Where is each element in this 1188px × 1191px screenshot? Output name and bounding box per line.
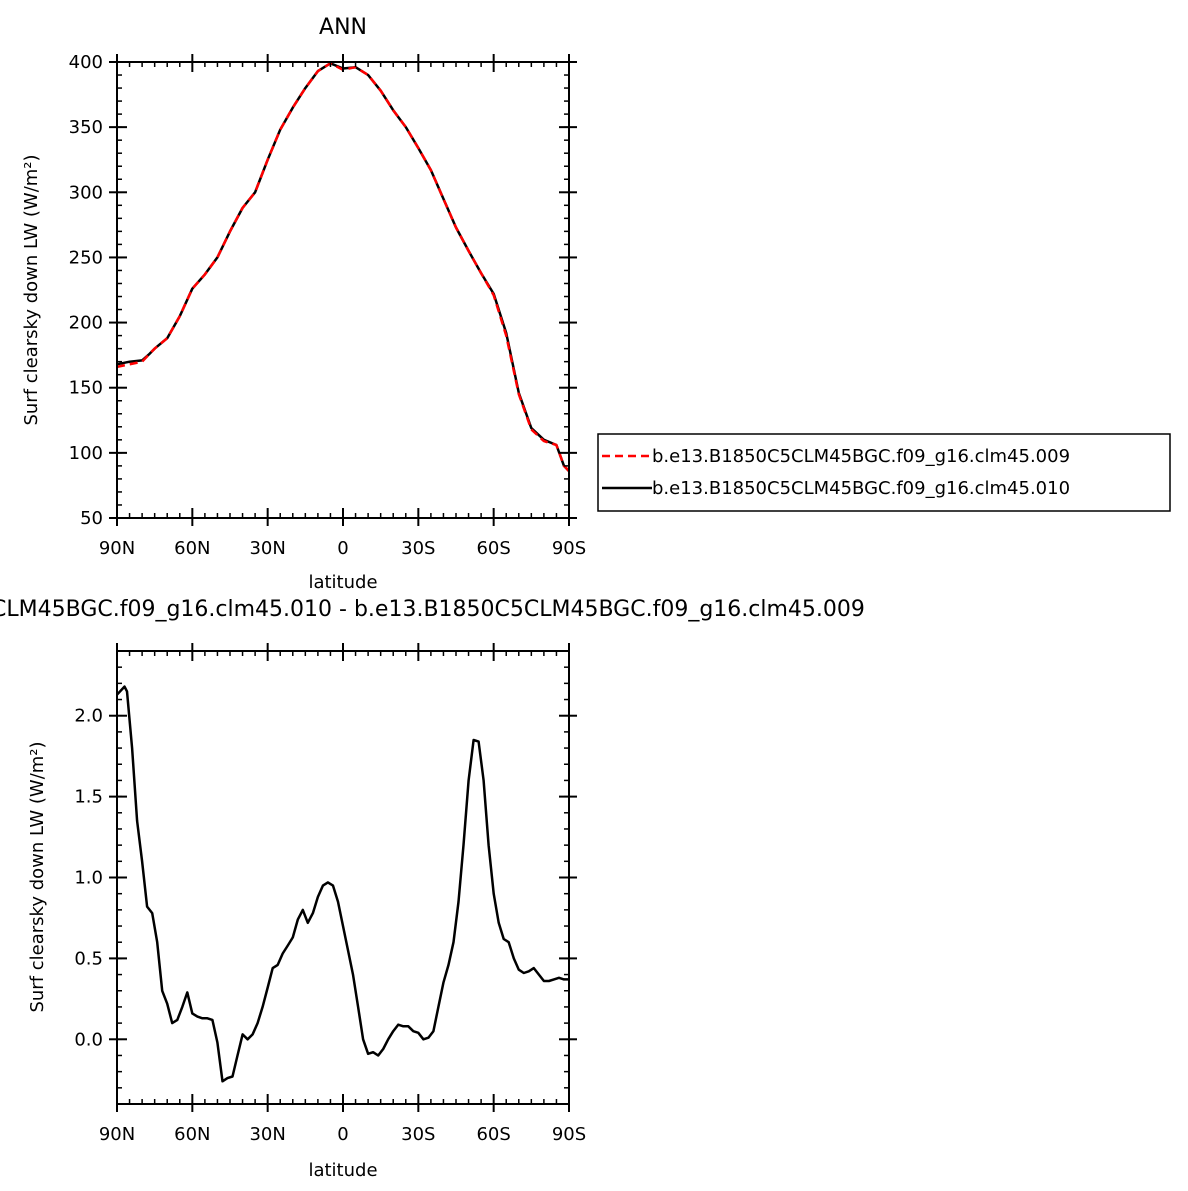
bottom-xtick-label: 60S <box>476 1124 510 1145</box>
top-xtick-label: 30S <box>401 538 435 559</box>
top-y-axis-label: Surf clearsky down LW (W/m²) <box>21 154 42 425</box>
top-ytick-label: 400 <box>69 52 103 73</box>
legend-box <box>597 433 1171 512</box>
bottom-chart-title: b.e13.B1850C5CLM45BGC.f09_g16.clm45.010 … <box>0 597 865 622</box>
bottom-ytick-label: 1.5 <box>74 787 103 808</box>
bottom-xtick-label: 30S <box>401 1124 435 1145</box>
top-ytick-label: 150 <box>69 378 103 399</box>
bottom-y-axis-label: Surf clearsky down LW (W/m²) <box>27 741 48 1012</box>
bottom-xtick-label: 90S <box>552 1124 586 1145</box>
bottom-plot-frame <box>116 650 570 1105</box>
bottom-axis-ticks: 90N 60N 30N 0 30S 60S 90S 0.0 0.5 1.0 1.5 2.0 <box>74 643 586 1145</box>
bottom-ytick-label: 2.0 <box>74 706 103 727</box>
top-series-lines <box>116 62 570 472</box>
top-xtick-label: 0 <box>337 538 348 559</box>
top-plot-frame <box>116 61 570 519</box>
top-xtick-label: 90S <box>552 538 586 559</box>
panel-top-annual-mean: ANN 90N 60N 30N 0 30S 60S 90S 50 100 150 200 250 300… <box>21 15 1171 593</box>
bottom-ytick-label: 0.5 <box>74 948 103 969</box>
top-ytick-label: 250 <box>69 247 103 268</box>
bottom-series-lines <box>116 685 569 1083</box>
top-ytick-label: 100 <box>69 443 103 464</box>
top-ytick-label: 200 <box>69 313 103 334</box>
bottom-ytick-label: 1.0 <box>74 868 103 889</box>
top-series-line-1 <box>116 62 570 472</box>
top-ytick-label: 50 <box>80 508 103 529</box>
top-x-axis-label: latitude <box>308 572 377 593</box>
top-axis-ticks: 90N 60N 30N 0 30S 60S 90S 50 100 150 200 250 300 350 4… <box>69 52 587 559</box>
top-xtick-label: 30N <box>249 538 285 559</box>
legend-label-009: b.e13.B1850C5CLM45BGC.f09_g16.clm45.009 <box>652 446 1070 467</box>
top-ytick-label: 350 <box>69 117 103 138</box>
top-xtick-label: 60N <box>174 538 210 559</box>
bottom-x-axis-label: latitude <box>308 1160 377 1181</box>
bottom-xtick-label: 30N <box>249 1124 285 1145</box>
legend: b.e13.B1850C5CLM45BGC.f09_g16.clm45.009 … <box>597 433 1171 512</box>
bottom-xtick-label: 90N <box>99 1124 135 1145</box>
top-series-line-0 <box>116 62 570 472</box>
legend-label-010: b.e13.B1850C5CLM45BGC.f09_g16.clm45.010 <box>652 478 1070 499</box>
top-ytick-label: 300 <box>69 182 103 203</box>
bottom-series-line-0 <box>116 685 569 1083</box>
top-xtick-label: 60S <box>476 538 510 559</box>
panel-bottom-difference: b.e13.B1850C5CLM45BGC.f09_g16.clm45.010 … <box>0 597 865 1181</box>
bottom-ytick-label: 0.0 <box>74 1029 103 1050</box>
top-chart-title: ANN <box>319 15 367 40</box>
bottom-xtick-label: 60N <box>174 1124 210 1145</box>
bottom-xtick-label: 0 <box>337 1124 348 1145</box>
top-xtick-label: 90N <box>99 538 135 559</box>
